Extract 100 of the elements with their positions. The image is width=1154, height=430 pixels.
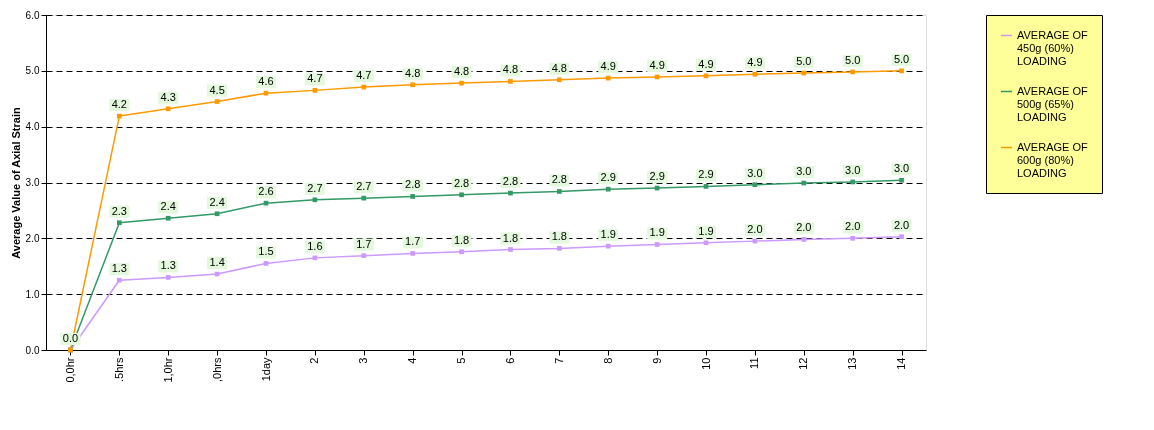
x-tick-label: 11 — [748, 357, 761, 369]
x-tick-label: 1day — [259, 357, 272, 382]
data-label: 2.4 — [209, 195, 225, 208]
data-label: 4.2 — [111, 98, 127, 111]
legend-label: AVERAGE OF 450g (60%) LOADING — [1017, 28, 1088, 67]
data-label: 4.3 — [160, 90, 176, 103]
data-label: 2.9 — [600, 171, 616, 184]
point — [508, 247, 513, 252]
x-tick-label: 14 — [895, 357, 908, 370]
x-tick-label: ,0hrs — [210, 357, 223, 382]
data-label: 2.0 — [845, 220, 861, 233]
point — [703, 240, 709, 246]
point — [410, 194, 416, 199]
point — [361, 253, 367, 258]
point — [752, 182, 758, 188]
point — [165, 106, 171, 112]
point — [361, 195, 367, 201]
point — [312, 88, 318, 93]
point — [459, 249, 464, 255]
point — [556, 246, 562, 251]
x-tick-label: 9 — [650, 357, 663, 364]
data-label: 1.9 — [600, 228, 616, 241]
data-label: 4.8 — [551, 61, 567, 74]
data-label: 4.7 — [356, 69, 372, 82]
x-tick-label: 1,0hr — [161, 357, 174, 383]
data-label: 1.8 — [551, 230, 567, 243]
point — [605, 75, 611, 81]
data-label: 4.8 — [405, 66, 421, 79]
data-label: 2.0 — [893, 218, 910, 231]
point — [165, 215, 171, 221]
data-label: 1.5 — [258, 245, 274, 258]
data-label: 2.4 — [160, 200, 176, 213]
y-tick-label: 2.0 — [25, 232, 40, 244]
legend-label: AVERAGE OF 600g (80%) LOADING — [1017, 140, 1088, 179]
point — [703, 184, 709, 189]
point — [752, 71, 758, 77]
point — [556, 189, 562, 194]
data-label: 1.7 — [405, 235, 421, 248]
x-tick-label: 4 — [406, 357, 419, 364]
data-label: 4.5 — [209, 83, 225, 96]
x-tick-label: .5hrs — [112, 357, 125, 382]
data-label: 5.0 — [796, 55, 812, 68]
point — [899, 68, 904, 74]
point — [263, 200, 269, 206]
data-label: 4.6 — [258, 75, 274, 88]
data-label: 2.6 — [258, 185, 274, 198]
point — [361, 84, 367, 90]
point — [214, 211, 220, 217]
legend-label: AVERAGE OF 500g (65%) LOADING — [1017, 84, 1088, 123]
data-label: 4.9 — [747, 56, 763, 69]
point — [508, 190, 513, 196]
point — [263, 261, 269, 266]
data-label: 2.0 — [747, 223, 763, 236]
x-tick-label: 5 — [455, 357, 468, 364]
point — [605, 186, 611, 192]
data-label: 1.7 — [356, 237, 372, 250]
point — [654, 242, 660, 247]
point — [410, 251, 416, 256]
x-tick-label: 13 — [846, 357, 859, 370]
data-label: 4.8 — [453, 65, 470, 78]
point — [899, 234, 904, 239]
x-tick-label: 7 — [552, 357, 565, 364]
point — [165, 275, 171, 280]
point — [850, 179, 856, 185]
x-tick-label: 2 — [308, 357, 321, 364]
data-label: 2.7 — [356, 180, 372, 193]
data-label: 2.7 — [307, 181, 323, 194]
data-label: 3.0 — [893, 162, 910, 175]
data-label: 2.8 — [551, 173, 567, 186]
data-label: 1.9 — [649, 226, 665, 239]
data-label: 2.0 — [796, 221, 812, 234]
x-tick-label: 12 — [797, 357, 810, 370]
point — [556, 77, 562, 83]
y-tick-label: 4.0 — [25, 121, 40, 133]
point — [263, 90, 269, 96]
data-label: 3.0 — [747, 166, 763, 179]
x-tick-label: 3 — [357, 357, 370, 364]
data-label: 1.9 — [698, 224, 714, 237]
data-label: 1.8 — [502, 231, 519, 244]
point — [801, 70, 807, 76]
data-label: 0.0 — [62, 332, 79, 344]
data-label: 4.9 — [698, 57, 714, 70]
y-tick-label: 5.0 — [25, 65, 40, 77]
point — [508, 79, 513, 84]
data-label: 4.9 — [600, 60, 616, 73]
x-tick-label: 8 — [601, 357, 614, 364]
point — [214, 99, 220, 104]
data-label: 4.9 — [649, 58, 665, 71]
y-tick-label: 1.0 — [25, 288, 40, 300]
point — [459, 192, 464, 198]
data-label: 1.3 — [160, 259, 176, 272]
y-tick-label: 6.0 — [25, 9, 40, 21]
point — [312, 197, 318, 203]
point — [459, 80, 464, 86]
data-label: 5.0 — [845, 53, 861, 66]
data-label: 4.8 — [502, 63, 519, 76]
data-label: 4.7 — [307, 72, 323, 85]
x-tick-label: 10 — [699, 357, 712, 370]
data-label: 1.6 — [307, 239, 323, 252]
point — [410, 82, 416, 88]
